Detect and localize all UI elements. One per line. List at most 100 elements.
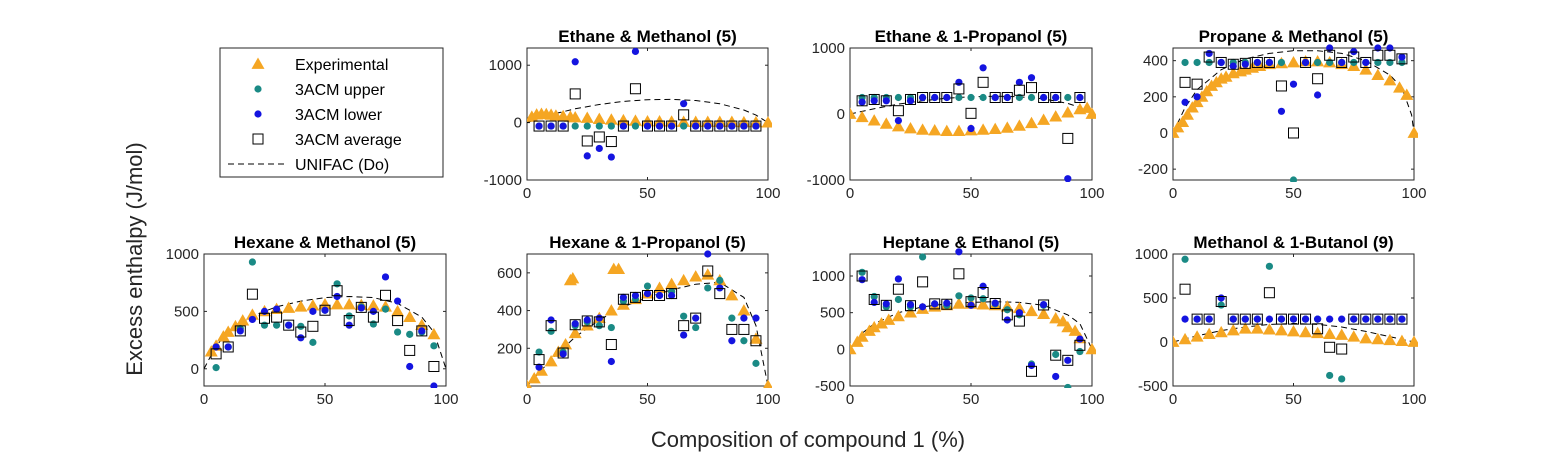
experimental-point bbox=[1049, 312, 1063, 324]
lower-point bbox=[260, 307, 269, 315]
lower-point bbox=[1076, 335, 1084, 343]
experimental-point bbox=[976, 123, 990, 135]
lower-point bbox=[559, 122, 567, 130]
experimental-point bbox=[1335, 328, 1349, 340]
average-point bbox=[702, 120, 714, 132]
experimental-point bbox=[701, 268, 715, 280]
y-tick-label: -1000 bbox=[484, 172, 522, 189]
lower-point bbox=[1015, 78, 1024, 86]
average-point bbox=[557, 120, 569, 132]
experimental-point bbox=[855, 330, 869, 342]
average-point bbox=[355, 301, 367, 313]
lower-point bbox=[894, 275, 903, 283]
lower-point bbox=[583, 316, 591, 324]
upper-point bbox=[752, 359, 760, 367]
average-point bbox=[295, 326, 307, 338]
plot-area bbox=[1172, 47, 1415, 181]
upper-point bbox=[607, 323, 615, 332]
subplot-title: Ethane & 1-Propanol (5) bbox=[875, 27, 1068, 46]
average-point bbox=[1001, 92, 1013, 103]
average-point bbox=[1300, 56, 1312, 68]
experimental-point bbox=[928, 124, 942, 136]
lower-point bbox=[1064, 175, 1072, 182]
lower-point bbox=[692, 122, 700, 130]
upper-point bbox=[1076, 347, 1084, 356]
experimental-point bbox=[749, 332, 763, 344]
average-point bbox=[605, 136, 617, 148]
experimental-point bbox=[916, 123, 930, 135]
average-point bbox=[965, 296, 977, 308]
experimental-point bbox=[527, 379, 532, 388]
average-point bbox=[234, 325, 246, 337]
average-point bbox=[1013, 84, 1025, 96]
lower-point bbox=[1076, 93, 1084, 102]
experimental-point bbox=[689, 270, 703, 282]
y-tick-label: 1000 bbox=[812, 268, 845, 285]
y-tick-label: 0 bbox=[514, 115, 522, 132]
lower-point bbox=[979, 282, 987, 290]
upper-point bbox=[1181, 255, 1189, 263]
average-point bbox=[428, 360, 440, 372]
upper-point bbox=[1265, 262, 1273, 270]
upper-point bbox=[919, 253, 927, 261]
lower-point bbox=[1398, 53, 1406, 61]
upper-point bbox=[1289, 176, 1298, 182]
experimental-point bbox=[904, 306, 917, 318]
lower-point bbox=[955, 248, 963, 256]
lower-point bbox=[1229, 62, 1237, 70]
lower-point bbox=[967, 124, 975, 133]
experimental-point bbox=[534, 364, 548, 376]
average-point bbox=[953, 83, 965, 95]
x-tick-label: 100 bbox=[433, 391, 458, 408]
average-point bbox=[581, 315, 593, 327]
y-tick-label: 600 bbox=[497, 265, 522, 282]
y-tick-label: -500 bbox=[815, 378, 845, 395]
upper-point bbox=[273, 321, 281, 329]
x-tick-label: 0 bbox=[523, 391, 531, 408]
average-point bbox=[1215, 296, 1227, 308]
lower-point bbox=[1040, 301, 1048, 309]
average-point bbox=[654, 120, 666, 132]
average-point bbox=[868, 93, 880, 105]
lower-point bbox=[571, 58, 579, 66]
upper-point bbox=[595, 122, 603, 130]
x-tick-label: 0 bbox=[1169, 391, 1177, 408]
average-point bbox=[557, 347, 569, 359]
average-point bbox=[1336, 56, 1348, 68]
lower-point bbox=[595, 144, 603, 153]
lower-point bbox=[1277, 315, 1286, 323]
lower-point bbox=[381, 273, 390, 281]
average-point bbox=[1179, 76, 1191, 88]
x-tick-label: 50 bbox=[1285, 391, 1302, 408]
lower-point bbox=[752, 122, 760, 130]
lower-point bbox=[668, 291, 676, 300]
lower-point bbox=[943, 93, 951, 102]
x-tick-label: 100 bbox=[1401, 185, 1426, 202]
average-point bbox=[569, 319, 581, 331]
lower-point bbox=[882, 300, 890, 308]
legend-marker-average bbox=[252, 133, 264, 145]
experimental-point bbox=[616, 113, 630, 126]
y-tick-label: 0 bbox=[1160, 334, 1168, 351]
experimental-point bbox=[867, 114, 881, 126]
lower-point bbox=[692, 314, 700, 322]
lower-point bbox=[1277, 107, 1286, 115]
lower-point bbox=[955, 78, 963, 86]
upper-point bbox=[979, 93, 987, 102]
average-point bbox=[367, 311, 379, 323]
upper-point bbox=[406, 330, 414, 338]
average-point bbox=[856, 95, 868, 107]
experimental-point bbox=[1180, 108, 1194, 120]
y-tick-label: 500 bbox=[820, 305, 845, 322]
y-tick-label: 1000 bbox=[812, 40, 845, 57]
upper-point bbox=[955, 93, 963, 102]
y-tick-label: 500 bbox=[1143, 290, 1168, 307]
experimental-point bbox=[282, 301, 296, 313]
legend-label: 3ACM upper bbox=[295, 82, 385, 99]
experimental-point bbox=[952, 297, 966, 309]
average-point bbox=[1191, 313, 1203, 325]
experimental-point bbox=[1323, 327, 1337, 339]
average-point bbox=[642, 120, 653, 132]
upper-point bbox=[1181, 58, 1189, 67]
